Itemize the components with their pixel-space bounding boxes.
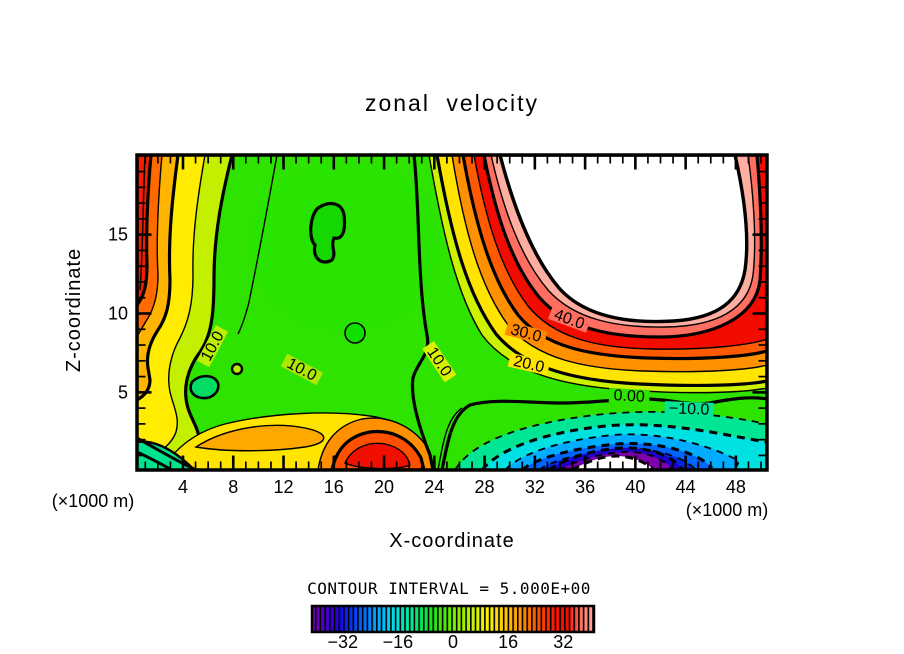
colorbar-tick-label: 0	[448, 632, 458, 652]
colorbar-caption: CONTOUR INTERVAL = 5.000E+00	[307, 579, 591, 598]
y-tick-label: 5	[118, 382, 128, 402]
colorbar-frame	[310, 604, 596, 634]
contour-label-halo	[504, 321, 548, 346]
x-axis-tick-labels: 4 8 12 16 20 24 28 32 36 40 44 48	[178, 477, 746, 497]
x-tick-label: 40	[625, 477, 645, 497]
x-tick-label: 44	[676, 477, 696, 497]
x-units-note: (×1000 m)	[686, 500, 769, 520]
colorbar-tick-label: −16	[383, 632, 414, 652]
y-tick-label: 10	[108, 304, 128, 324]
contour-label: 20.0	[507, 352, 551, 377]
contour-label-halo	[422, 341, 457, 383]
x-tick-label: 32	[525, 477, 545, 497]
colorbar-tick-labels: −32 −16 0 16 32	[327, 632, 573, 652]
chart-title: zonal velocity	[365, 90, 539, 116]
x-tick-label: 12	[274, 477, 294, 497]
contour-label-halo	[608, 387, 650, 405]
contour-label-text: −10.0	[669, 400, 710, 418]
contour-label-halo	[196, 325, 229, 368]
plot-border	[135, 153, 769, 472]
x-tick-label: 20	[374, 477, 394, 497]
x-tick-label: 36	[575, 477, 595, 497]
x-tick-label: 28	[475, 477, 495, 497]
contour-label: −10.0	[664, 400, 714, 419]
x-tick-label: 8	[228, 477, 238, 497]
y-tick-label: 15	[108, 225, 128, 245]
y-axis-label: Z-coordinate	[63, 248, 85, 372]
colorbar-tick-label: −32	[327, 632, 358, 652]
colorbar-tick-label: 32	[553, 632, 573, 652]
x-tick-label: 48	[726, 477, 746, 497]
x-tick-label: 4	[178, 477, 188, 497]
x-tick-label: 16	[324, 477, 344, 497]
y-axis-tick-labels: 5 10 15	[108, 225, 128, 403]
colorbar-stripes	[312, 606, 594, 632]
colorbar: CONTOUR INTERVAL = 5.000E+00 −32 −16 0 16 32	[307, 579, 596, 652]
colorbar-tick-label: 16	[498, 632, 518, 652]
contour-field: 10.010.0 10.0 20.030.040.00.00−10.0	[137, 155, 767, 470]
contour-label-halo	[507, 352, 551, 376]
contour-label-halo	[280, 353, 323, 386]
x-tick-label: 24	[424, 477, 444, 497]
y-units-note: (×1000 m)	[52, 491, 135, 511]
contour-label-text: 20.0	[512, 353, 546, 377]
axis-ticks	[138, 156, 766, 469]
contour-label-halo	[664, 401, 714, 417]
contour-label: 0.00	[608, 387, 650, 406]
x-axis-label: X-coordinate	[389, 530, 514, 552]
contour-label-text: 0.00	[613, 387, 645, 406]
contour-label-halo	[547, 305, 591, 333]
